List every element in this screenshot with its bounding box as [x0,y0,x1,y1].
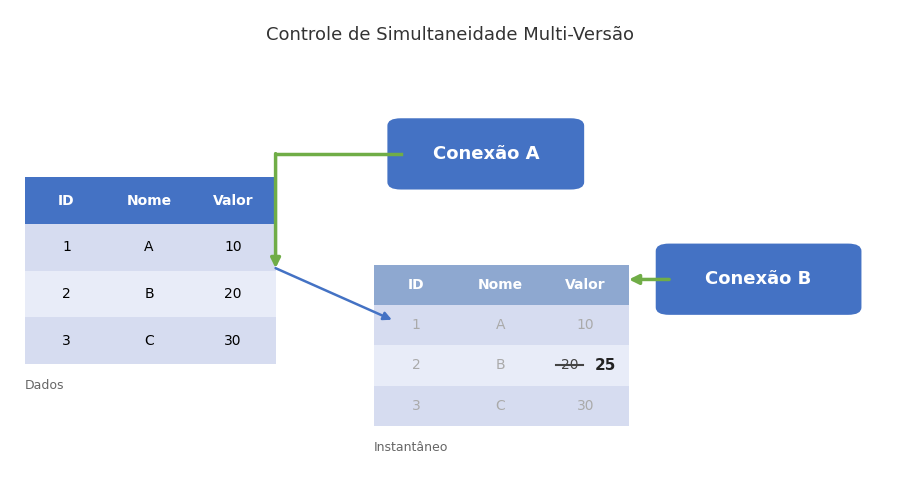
Text: 1: 1 [411,318,420,332]
FancyBboxPatch shape [458,305,542,345]
FancyBboxPatch shape [656,244,861,315]
FancyBboxPatch shape [108,224,191,270]
Text: Conexão B: Conexão B [706,270,812,288]
Text: Conexão A: Conexão A [433,145,539,163]
FancyBboxPatch shape [542,345,629,386]
Text: ID: ID [58,194,75,208]
Text: 30: 30 [224,333,242,347]
Text: 10: 10 [224,240,242,254]
Text: Valor: Valor [212,194,253,208]
FancyBboxPatch shape [458,265,542,305]
FancyBboxPatch shape [542,265,629,305]
Text: 2: 2 [62,287,71,301]
FancyBboxPatch shape [374,345,458,386]
FancyBboxPatch shape [25,270,108,317]
Text: Valor: Valor [565,278,606,292]
Text: 20: 20 [561,358,578,372]
Text: 3: 3 [62,333,71,347]
Text: B: B [495,358,505,372]
Text: C: C [495,399,505,413]
FancyBboxPatch shape [25,317,108,364]
Text: Controle de Simultaneidade Multi-Versão: Controle de Simultaneidade Multi-Versão [266,26,634,44]
Text: ID: ID [408,278,424,292]
Text: A: A [495,318,505,332]
Text: 3: 3 [411,399,420,413]
FancyBboxPatch shape [191,177,275,224]
Text: 20: 20 [224,287,242,301]
Text: 10: 10 [577,318,594,332]
FancyBboxPatch shape [374,305,458,345]
Text: A: A [144,240,154,254]
Text: Dados: Dados [25,379,65,392]
FancyBboxPatch shape [191,317,275,364]
Text: Instantâneo: Instantâneo [374,441,448,454]
Text: B: B [144,287,154,301]
FancyBboxPatch shape [542,305,629,345]
FancyBboxPatch shape [542,386,629,426]
Text: Nome: Nome [127,194,172,208]
FancyBboxPatch shape [108,177,191,224]
FancyBboxPatch shape [191,270,275,317]
FancyBboxPatch shape [387,118,584,189]
Text: C: C [144,333,154,347]
FancyBboxPatch shape [108,317,191,364]
FancyBboxPatch shape [25,224,108,270]
FancyBboxPatch shape [374,386,458,426]
FancyBboxPatch shape [108,270,191,317]
FancyBboxPatch shape [374,265,458,305]
FancyBboxPatch shape [458,345,542,386]
Text: 1: 1 [62,240,71,254]
Text: 2: 2 [411,358,420,372]
FancyBboxPatch shape [458,386,542,426]
FancyBboxPatch shape [191,224,275,270]
Text: 30: 30 [577,399,594,413]
FancyBboxPatch shape [25,177,108,224]
Text: Nome: Nome [478,278,523,292]
Text: 25: 25 [595,358,616,373]
